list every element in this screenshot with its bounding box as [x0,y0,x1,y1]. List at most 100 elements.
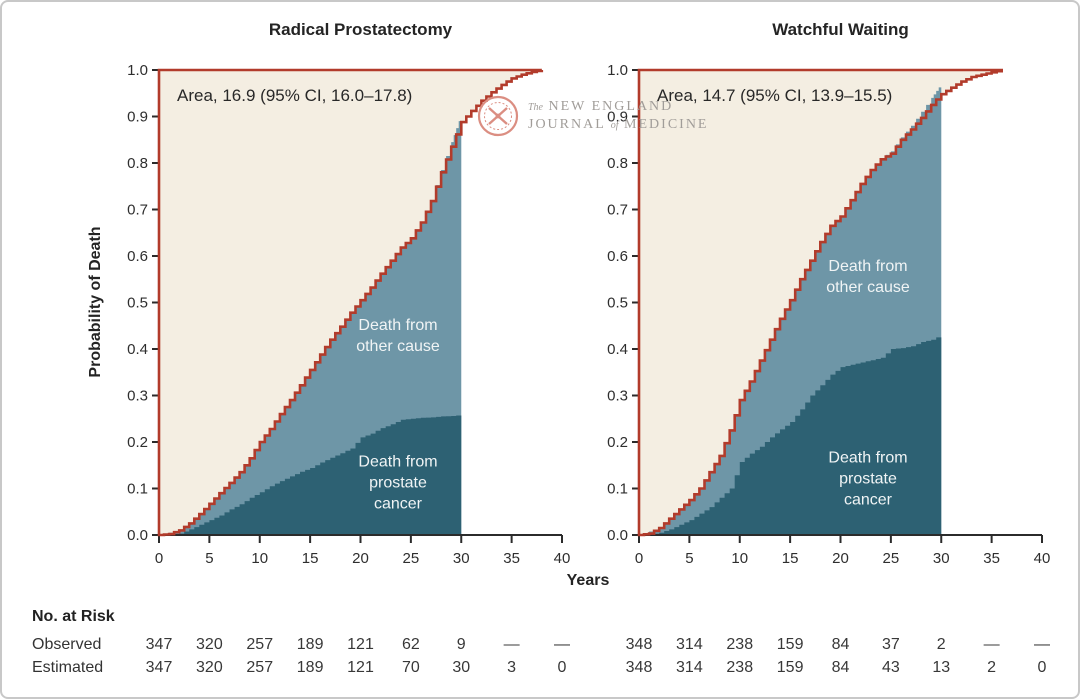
x-tick-label: 5 [205,550,213,567]
panel-watchful-waiting: 0 5 10 15 20 25 30 35 40 0.0 0.1 0.2 0.3 0.4 0.5 0.6 0.7… [589,65,1059,580]
y-tick-label: 0.0 [607,527,628,544]
risk-cell-left-observed-2: 257 [246,636,274,653]
nejm-logo: The NEW ENGLAND JOURNAL of MEDICINE [476,94,708,138]
risk-cell-right-estimated-8: 0 [1037,659,1047,676]
risk-cell-left-observed-0: 347 [145,636,173,653]
y-tick-label: 0.9 [607,109,628,126]
y-tick-label: 0.1 [607,481,628,498]
risk-cell-right-observed-4: 84 [831,636,850,653]
panel-title-radical-prostatectomy: Radical Prostatectomy [268,20,453,39]
x-tick-label: 30 [933,550,950,567]
x-tick-label: 35 [983,550,1000,567]
x-tick-label: 40 [1034,550,1051,567]
risk-cell-left-observed-3: 189 [296,636,324,653]
y-tick-label: 0.6 [127,248,148,265]
risk-cell-left-observed-7: — [503,636,520,653]
risk-cell-left-estimated-5: 70 [401,659,420,676]
y-tick-label: 0.2 [607,434,628,451]
risk-cell-right-estimated-7: 2 [987,659,997,676]
logo-the: The [528,102,543,113]
death-prostate-cancer-area [639,335,942,535]
risk-cell-right-observed-2: 238 [726,636,754,653]
nejm-seal-icon [477,95,519,137]
y-tick-label: 0.4 [127,341,148,358]
risk-cell-left-estimated-0: 347 [145,659,173,676]
y-tick-label: 0.3 [607,388,628,405]
area-annotation-right: Area, 14.7 (95% CI, 13.9–15.5) [657,86,893,105]
logo-new-england: NEW ENGLAND [548,99,674,114]
risk-cell-right-observed-1: 314 [676,636,703,653]
x-tick-label: 5 [685,550,693,567]
panel-radical-prostatectomy: 0 5 10 15 20 25 30 35 40 0.0 0.1 0.2 0.3 0.4 0.5 0.6 0.7… [109,65,579,580]
risk-cell-left-estimated-7: 3 [507,659,517,676]
label-line: Death from [358,317,438,334]
x-tick-label: 10 [251,550,268,567]
x-tick-label: 25 [403,550,420,567]
risk-cell-right-estimated-5: 43 [881,659,900,676]
y-tick-label: 1.0 [127,65,148,79]
risk-cell-left-estimated-6: 30 [452,659,471,676]
survivor-area [639,70,1002,535]
survivor-area [159,70,542,535]
risk-cell-right-observed-7: — [983,636,1000,653]
risk-cell-right-observed-0: 348 [625,636,653,653]
logo-journal: JOURNAL [528,117,606,132]
y-tick-label: 0.0 [127,527,148,544]
risk-table-header: No. at Risk [32,608,115,625]
label-line: cancer [843,491,893,509]
risk-cell-right-estimated-3: 159 [776,659,804,676]
area-annotation-left: Area, 16.9 (95% CI, 16.0–17.8) [177,86,413,105]
left-chart: 0 5 10 15 20 25 30 35 40 0.0 0.1 0.2 0.3 0.4 0.5 0.6 0.7… [127,65,570,567]
right-chart: 0 5 10 15 20 25 30 35 40 0.0 0.1 0.2 0.3 0.4 0.5 0.6 0.7… [607,65,1051,567]
death-prostate-cancer-area [159,415,462,535]
risk-cell-right-estimated-1: 314 [676,659,703,676]
risk-cell-right-estimated-2: 238 [726,659,754,676]
y-axis-title: Probability of Death [87,226,104,378]
logo-medicine: MEDICINE [624,117,709,132]
risk-cell-right-observed-3: 159 [776,636,804,653]
x-tick-label: 20 [832,550,849,567]
y-tick-label: 0.7 [127,202,148,219]
risk-cell-left-observed-5: 62 [401,636,420,653]
estimated-curve [637,68,1003,537]
y-tick-label: 0.8 [607,155,628,172]
risk-row-label-estimated: Estimated [32,659,104,676]
x-tick-label: 20 [352,550,369,567]
label-line: Death from [828,449,908,467]
y-tick-label: 0.7 [607,202,628,219]
label-line: prostate [369,474,427,492]
risk-cell-right-observed-5: 37 [881,636,900,653]
x-axis-title: Years [566,572,610,589]
risk-cell-left-estimated-1: 320 [196,659,223,676]
y-tick-label: 0.8 [127,155,148,172]
label-line: cancer [373,495,423,513]
label-death-other-cause-right: Death from other cause [826,256,910,298]
risk-cell-left-observed-8: — [554,636,570,653]
x-tick-label: 35 [503,550,520,567]
y-tick-label: 0.9 [127,109,148,126]
panel-title-watchful-waiting: Watchful Waiting [772,20,909,39]
y-tick-label: 0.3 [127,388,148,405]
label-death-prostate-cancer-left: Death from prostate cancer [358,452,437,515]
risk-cell-left-observed-4: 121 [347,636,374,653]
label-line: prostate [839,470,897,488]
risk-cell-left-observed-6: 9 [456,636,466,653]
nejm-logo-text: The NEW ENGLAND JOURNAL of MEDICINE [528,98,708,134]
risk-cell-right-estimated-4: 84 [831,659,850,676]
risk-row-label-observed: Observed [32,636,102,653]
label-line: other cause [826,279,910,296]
label-death-other-cause-left: Death from other cause [356,315,440,357]
risk-cell-right-estimated-6: 13 [932,659,951,676]
x-tick-label: 15 [782,550,799,567]
y-tick-label: 0.1 [127,481,148,498]
y-tick-label: 0.5 [607,295,628,312]
x-tick-label: 25 [883,550,900,567]
label-line: Death from [358,453,438,471]
label-line: Death from [828,258,908,275]
x-tick-label: 30 [453,550,470,567]
x-tick-label: 0 [635,550,643,567]
risk-cell-left-estimated-8: 0 [557,659,567,676]
x-tick-label: 0 [155,550,163,567]
y-tick-label: 0.2 [127,434,148,451]
risk-cell-left-observed-1: 320 [196,636,223,653]
